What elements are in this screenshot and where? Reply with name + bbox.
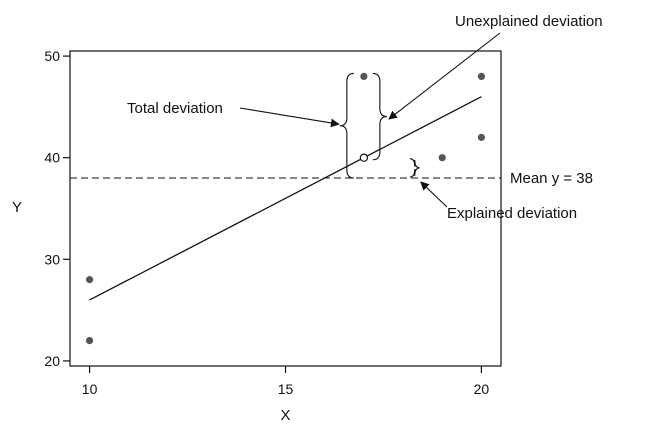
data-point [85,336,94,345]
y-tick-label: 50 [44,48,60,64]
data-point [438,154,446,162]
x-tick-label: 10 [82,381,98,397]
plot-frame [69,50,502,367]
unexplained-deviation-arrow [388,32,501,120]
data-point [85,276,94,284]
data-point [477,72,486,81]
explained-deviation-arrow [420,181,448,208]
y-axis: 20 30 40 50 [44,48,70,369]
y-tick-label: 30 [44,251,60,267]
total-deviation-brace [339,72,354,179]
mean-line-label: Mean y = 38 [510,170,593,187]
x-tick-label: 20 [474,381,490,397]
predicted-point [359,153,369,162]
regression-line [89,96,482,301]
data-point [477,133,486,141]
x-axis: 10 15 20 [82,366,490,397]
y-tick-label: 40 [44,150,60,166]
total-deviation-arrow [239,107,340,128]
x-axis-label: X [280,407,290,424]
y-tick-label: 20 [44,353,60,369]
explained-deviation-label: Explained deviation [447,205,577,222]
unexplained-deviation-label: Unexplained deviation [455,13,603,30]
data-points [85,72,486,345]
x-tick-label: 15 [278,381,294,397]
explained-deviation-brace [409,158,420,178]
total-deviation-label: Total deviation [127,100,223,117]
data-point [360,72,368,81]
y-axis-label: Y [12,199,22,216]
